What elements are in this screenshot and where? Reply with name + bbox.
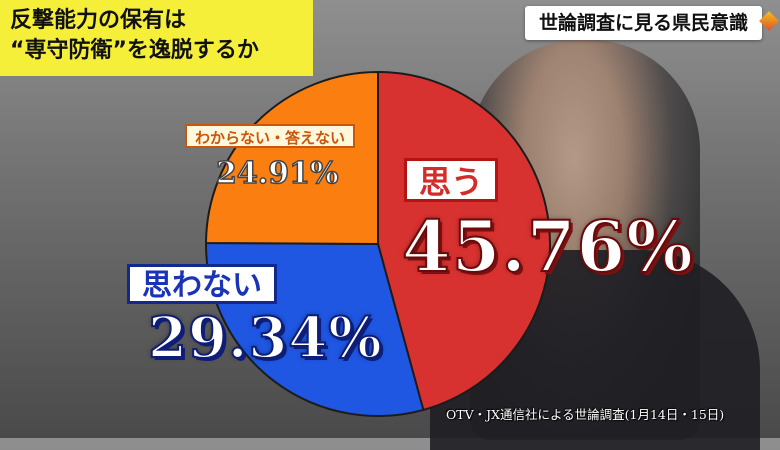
- pie-slice-dont-know: [204, 70, 379, 246]
- slice-value-disagree: 29.34%: [147, 304, 383, 372]
- slice-value-dont-know: 24.91%: [215, 155, 339, 192]
- slice-value-agree: 45.76%: [401, 204, 694, 289]
- pie-slice-agree: [377, 70, 551, 412]
- slice-label-agree: 思う: [404, 158, 499, 202]
- slice-label-dont-know: わからない・答えない: [185, 124, 356, 148]
- survey-banner: 世論調査に見る県民意識: [524, 6, 762, 40]
- slice-label-disagree: 思わない: [127, 264, 277, 304]
- chart-title: 反撃能力の保有は “専守防衛”を逸脱するか: [0, 0, 313, 76]
- survey-source-footnote: OTV・JX通信社による世論調査(1月14日・15日): [446, 407, 725, 422]
